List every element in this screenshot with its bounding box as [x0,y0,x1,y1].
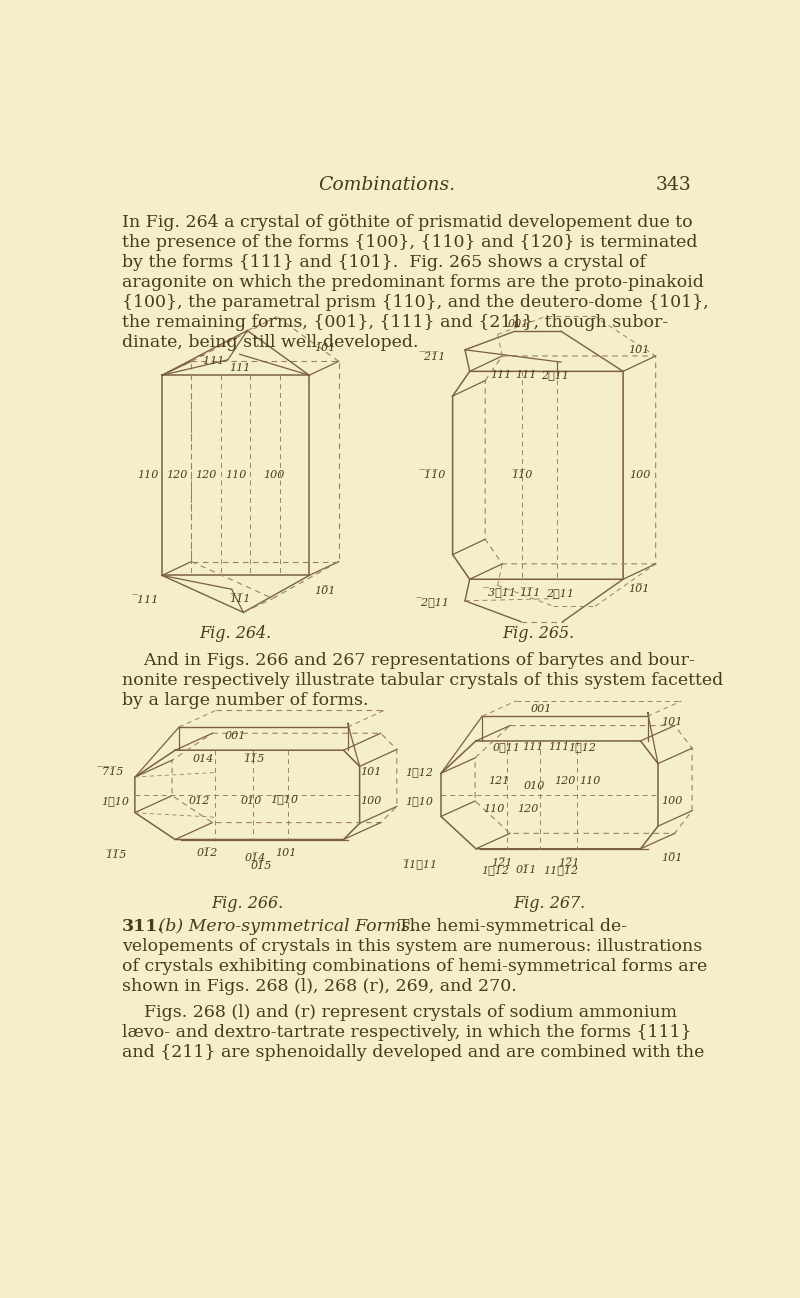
Text: nonite respectively illustrate tabular crystals of this system facetted: nonite respectively illustrate tabular c… [122,672,723,689]
Text: 11͐12: 11͐12 [543,866,578,875]
Text: ̅1̅1̅0: ̅1̅1̅0 [425,470,446,480]
Text: 111: 111 [490,370,511,380]
Text: 110: 110 [225,470,246,480]
Text: 110: 110 [138,470,158,480]
Text: ̅111: ̅111 [203,357,225,366]
Text: 2͐11: 2͐11 [541,370,569,380]
Text: 010: 010 [523,780,545,790]
Text: 101: 101 [275,849,297,858]
Text: by a large number of forms.: by a large number of forms. [122,692,368,710]
Text: 111: 111 [548,742,570,752]
Text: 010: 010 [241,796,262,806]
Text: 014: 014 [192,754,214,765]
Text: 100: 100 [361,796,382,806]
Text: (b) Mero-symmetrical Forms.: (b) Mero-symmetrical Forms. [153,918,415,935]
Text: Fig. 265.: Fig. 265. [502,626,574,643]
Text: 0̅1̅5: 0̅1̅5 [250,862,272,871]
Text: 100: 100 [630,470,651,480]
Text: 10̅1: 10̅1 [662,853,682,863]
Text: 001: 001 [508,318,529,328]
Text: 1̅1̅1: 1̅1̅1 [229,593,250,604]
Text: 120: 120 [195,470,217,480]
Text: Figs. 268 (l) and (r) represent crystals of sodium ammonium: Figs. 268 (l) and (r) represent crystals… [122,1005,677,1022]
Text: {100}, the parametral prism {110}, and the deutero-dome {101},: {100}, the parametral prism {110}, and t… [122,293,709,310]
Text: Fig. 267.: Fig. 267. [514,894,586,912]
Text: ̅2̅1̅1: ̅2̅1̅1 [425,353,446,362]
Text: lævo- and dextro-tartrate respectively, in which the forms {111}: lævo- and dextro-tartrate respectively, … [122,1024,691,1041]
Text: 120: 120 [554,776,576,787]
Text: the remaining forms, {001}, {111} and {211}, though subor-: the remaining forms, {001}, {111} and {2… [122,314,668,331]
Text: 01̅4: 01̅4 [244,853,266,863]
Text: ̅7̅1̅5: ̅7̅1̅5 [102,767,124,776]
Text: 1̅1̅5: 1̅1̅5 [242,754,264,765]
Text: 001: 001 [225,731,246,741]
Text: 1͐12: 1͐12 [482,866,510,875]
Text: 01̅2: 01̅2 [196,849,218,858]
Text: 101: 101 [361,767,382,776]
Text: 01̅1: 01̅1 [515,866,537,875]
Text: 100: 100 [263,470,285,480]
Text: The hemi-symmetrical de-: The hemi-symmetrical de- [386,918,627,935]
Text: 1̅1͐11: 1̅1͐11 [402,859,437,870]
Text: 10̅1: 10̅1 [628,584,650,593]
Text: 1͐10: 1͐10 [270,793,298,803]
Text: dinate, being still well-developed.: dinate, being still well-developed. [122,334,418,350]
Text: 111: 111 [522,742,543,752]
Text: 120: 120 [517,803,538,814]
Text: 100: 100 [662,796,682,806]
Text: 0͐11: 0͐11 [493,742,521,752]
Text: 1̅1̅5: 1̅1̅5 [105,850,126,859]
Text: 12̅1: 12̅1 [558,858,579,867]
Text: 111: 111 [229,362,250,373]
Text: of crystals exhibiting combinations of hemi-symmetrical forms are: of crystals exhibiting combinations of h… [122,958,707,975]
Text: 12̅1: 12̅1 [490,858,512,867]
Text: 1͐12: 1͐12 [406,767,434,776]
Text: 012: 012 [189,796,210,806]
Text: 1̅1̅0: 1̅1̅0 [512,470,533,480]
Text: shown in Figs. 268 (l), 268 (r), 269, and 270.: shown in Figs. 268 (l), 268 (r), 269, an… [122,979,517,996]
Text: 001: 001 [531,704,553,714]
Text: velopements of crystals in this system are numerous: illustrations: velopements of crystals in this system a… [122,938,702,955]
Text: 110: 110 [483,803,504,814]
Text: 101: 101 [662,716,682,727]
Text: 1͐10: 1͐10 [101,796,129,806]
Text: and {211} are sphenoidally developed and are combined with the: and {211} are sphenoidally developed and… [122,1045,704,1062]
Text: 311.: 311. [122,918,164,935]
Text: 1̅1̅1: 1̅1̅1 [519,588,541,598]
Text: Combinations.: Combinations. [318,177,455,193]
Text: ̅111: ̅111 [138,594,158,605]
Text: the presence of the forms {100}, {110} and {120} is terminated: the presence of the forms {100}, {110} a… [122,234,698,251]
Text: 111: 111 [515,370,537,380]
Text: Fig. 264.: Fig. 264. [199,626,272,643]
Text: Fig. 266.: Fig. 266. [211,894,283,912]
Text: by the forms {111} and {101}.  Fig. 265 shows a crystal of: by the forms {111} and {101}. Fig. 265 s… [122,253,646,270]
Text: In Fig. 264 a crystal of göthite of prismatid developement due to: In Fig. 264 a crystal of göthite of pris… [122,213,692,231]
Text: ̅3͐11: ̅3͐11 [489,588,517,598]
Text: 343: 343 [656,177,691,193]
Text: 2͐11: 2͐11 [546,588,574,598]
Text: 110: 110 [579,776,601,787]
Text: aragonite on which the predominant forms are the proto-pinakoid: aragonite on which the predominant forms… [122,274,703,291]
Text: 1͐10: 1͐10 [406,796,434,806]
Text: 10̅1: 10̅1 [314,585,335,596]
Text: And in Figs. 266 and 267 representations of barytes and bour-: And in Figs. 266 and 267 representations… [122,653,694,670]
Text: 101: 101 [314,343,335,353]
Text: 101: 101 [628,345,650,354]
Text: 120: 120 [166,470,187,480]
Text: 1͐12: 1͐12 [568,742,596,752]
Text: ̅2͐11: ̅2͐11 [422,597,450,607]
Text: 121: 121 [489,776,510,787]
